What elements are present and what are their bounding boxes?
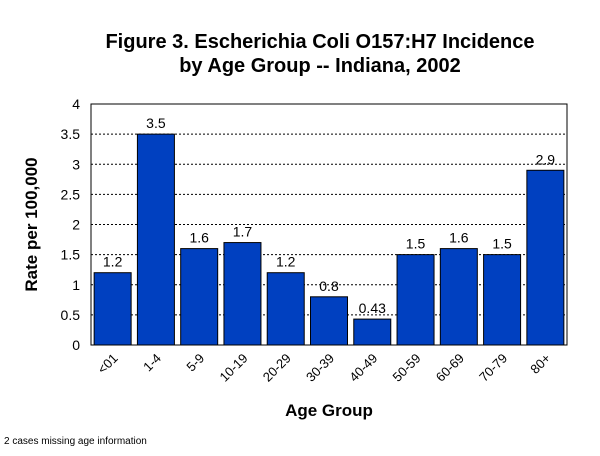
footnote: 2 cases missing age information (4, 436, 147, 447)
title-line-2: by Age Group -- Indiana, 2002 (179, 55, 461, 77)
y-tick-label: 3.5 (61, 126, 81, 142)
x-tick-label: 30-39 (303, 351, 337, 385)
x-tick-label: 20-29 (260, 351, 294, 385)
x-tick-label: 10-19 (216, 351, 250, 385)
bar (439, 248, 478, 346)
data-label: 1.6 (449, 230, 469, 246)
x-tick-label: 60-69 (433, 351, 467, 385)
bar (526, 169, 565, 346)
y-tick-label: 0.5 (61, 307, 81, 323)
data-label: 1.2 (276, 254, 296, 270)
bar (396, 254, 435, 346)
data-label: 3.5 (146, 115, 166, 131)
data-label: 1.6 (189, 230, 209, 246)
y-tick-label: 4 (72, 96, 80, 112)
x-tick-label: 50-59 (390, 351, 424, 385)
x-tick-label: 1-4 (140, 351, 164, 375)
bar (136, 133, 175, 346)
data-label: 2.9 (536, 151, 556, 167)
y-tick-label: 0 (72, 337, 80, 353)
data-label: 0.43 (359, 300, 386, 316)
chart-title: Figure 3. Escherichia Coli O157:H7 Incid… (60, 30, 580, 78)
y-tick-label: 2 (72, 217, 80, 233)
y-tick-label: 2.5 (61, 186, 81, 202)
bar (93, 272, 132, 346)
x-tick-label: 5-9 (183, 351, 207, 375)
x-axis-label: Age Group (285, 401, 373, 420)
x-tick-label: 80+ (527, 351, 553, 377)
y-axis-label: Rate per 100,000 (22, 157, 41, 291)
data-label: 1.5 (406, 236, 426, 252)
bar (180, 248, 219, 346)
y-tick-label: 1 (72, 277, 80, 293)
bar (310, 296, 348, 346)
x-tick-label: 70-79 (476, 351, 510, 385)
bar (483, 254, 522, 346)
data-label: 0.8 (319, 278, 339, 294)
y-tick-label: 3 (72, 156, 80, 172)
bar (223, 242, 262, 346)
y-tick-label: 1.5 (61, 247, 81, 263)
title-line-1: Figure 3. Escherichia Coli O157:H7 Incid… (105, 31, 535, 53)
data-label: 1.2 (103, 254, 123, 270)
bar (353, 318, 392, 346)
bar (266, 272, 305, 346)
data-label: 1.7 (233, 224, 253, 240)
x-tick-label: 40-49 (346, 351, 380, 385)
x-tick-label: <01 (95, 351, 121, 377)
data-label: 1.5 (492, 236, 512, 252)
